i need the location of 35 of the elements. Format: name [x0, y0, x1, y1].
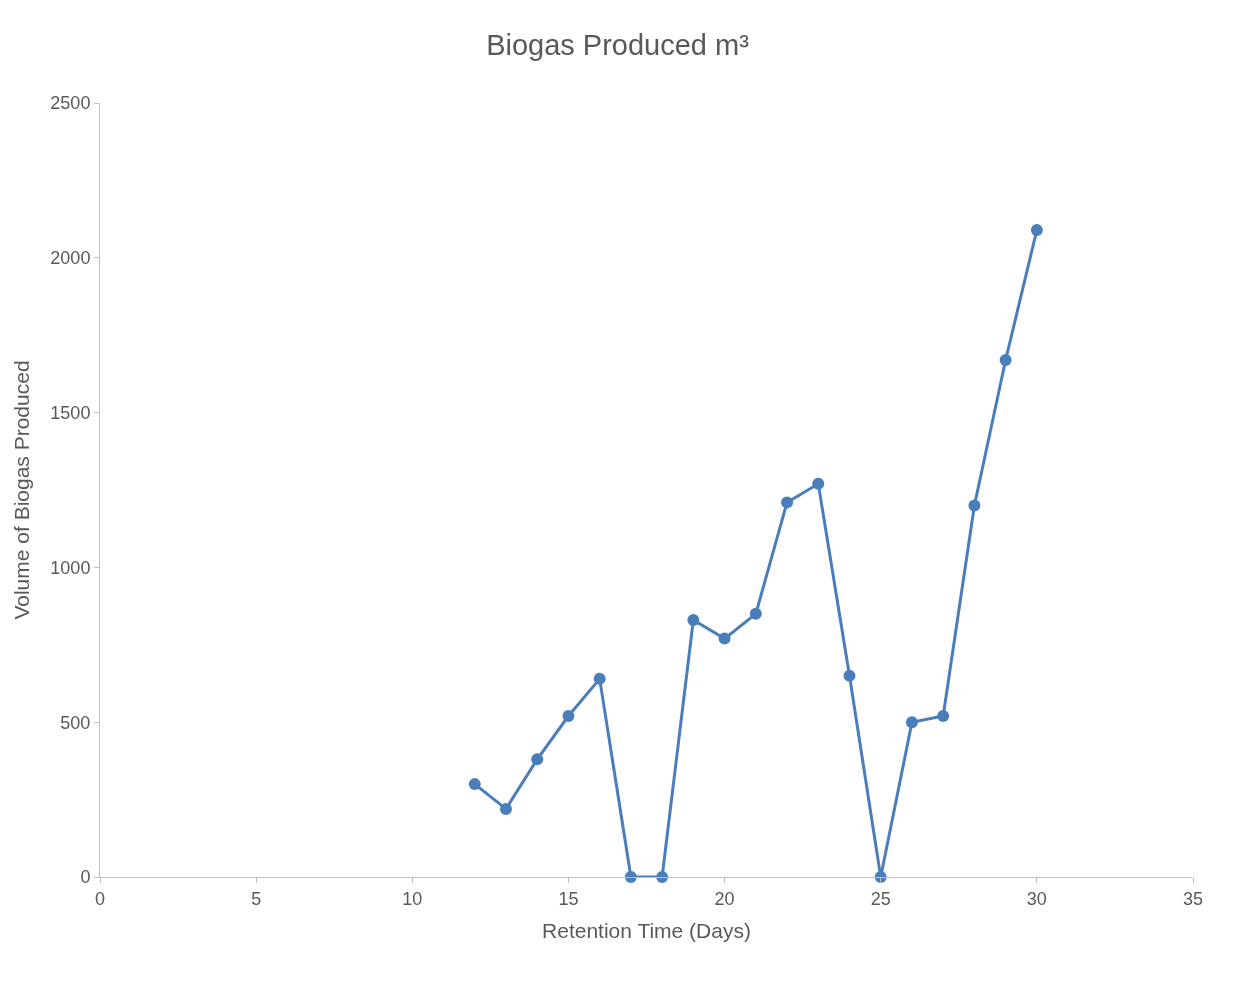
point [687, 614, 700, 627]
point [562, 710, 575, 722]
point [843, 669, 856, 682]
point [718, 632, 731, 645]
x-tick-label: 15 [558, 888, 579, 909]
x-tick-label: 5 [251, 888, 262, 909]
x-tick-label: 35 [1182, 888, 1204, 909]
point [937, 710, 950, 722]
y-tick-label: 1000 [50, 557, 91, 578]
point [593, 672, 606, 685]
point [749, 607, 762, 620]
x-tick-label: 30 [1026, 888, 1047, 909]
point [812, 477, 825, 490]
y-tick-label: 2000 [50, 248, 91, 269]
point [905, 716, 918, 729]
point [1030, 223, 1043, 236]
point [968, 499, 981, 512]
point [531, 753, 544, 766]
point [656, 871, 669, 883]
x-axis-title: Retention Time (Days) [542, 918, 751, 942]
y-tick-label: 0 [80, 867, 91, 888]
point [624, 871, 637, 883]
x-tick-label: 25 [870, 888, 891, 909]
y-tick-label: 1500 [50, 402, 91, 423]
y-tick-label: 2500 [50, 93, 91, 114]
point [781, 496, 794, 509]
y-axis-title: Volume of Biogas Produced [9, 360, 33, 620]
x-tick-label: 20 [714, 888, 735, 909]
point [499, 802, 512, 815]
point [468, 778, 481, 791]
point [999, 353, 1012, 366]
x-tick-label: 10 [402, 888, 423, 909]
y-tick-label: 500 [60, 712, 91, 733]
chart-title: Biogas Produced m³ [486, 29, 750, 62]
x-tick-label: 0 [94, 888, 106, 909]
